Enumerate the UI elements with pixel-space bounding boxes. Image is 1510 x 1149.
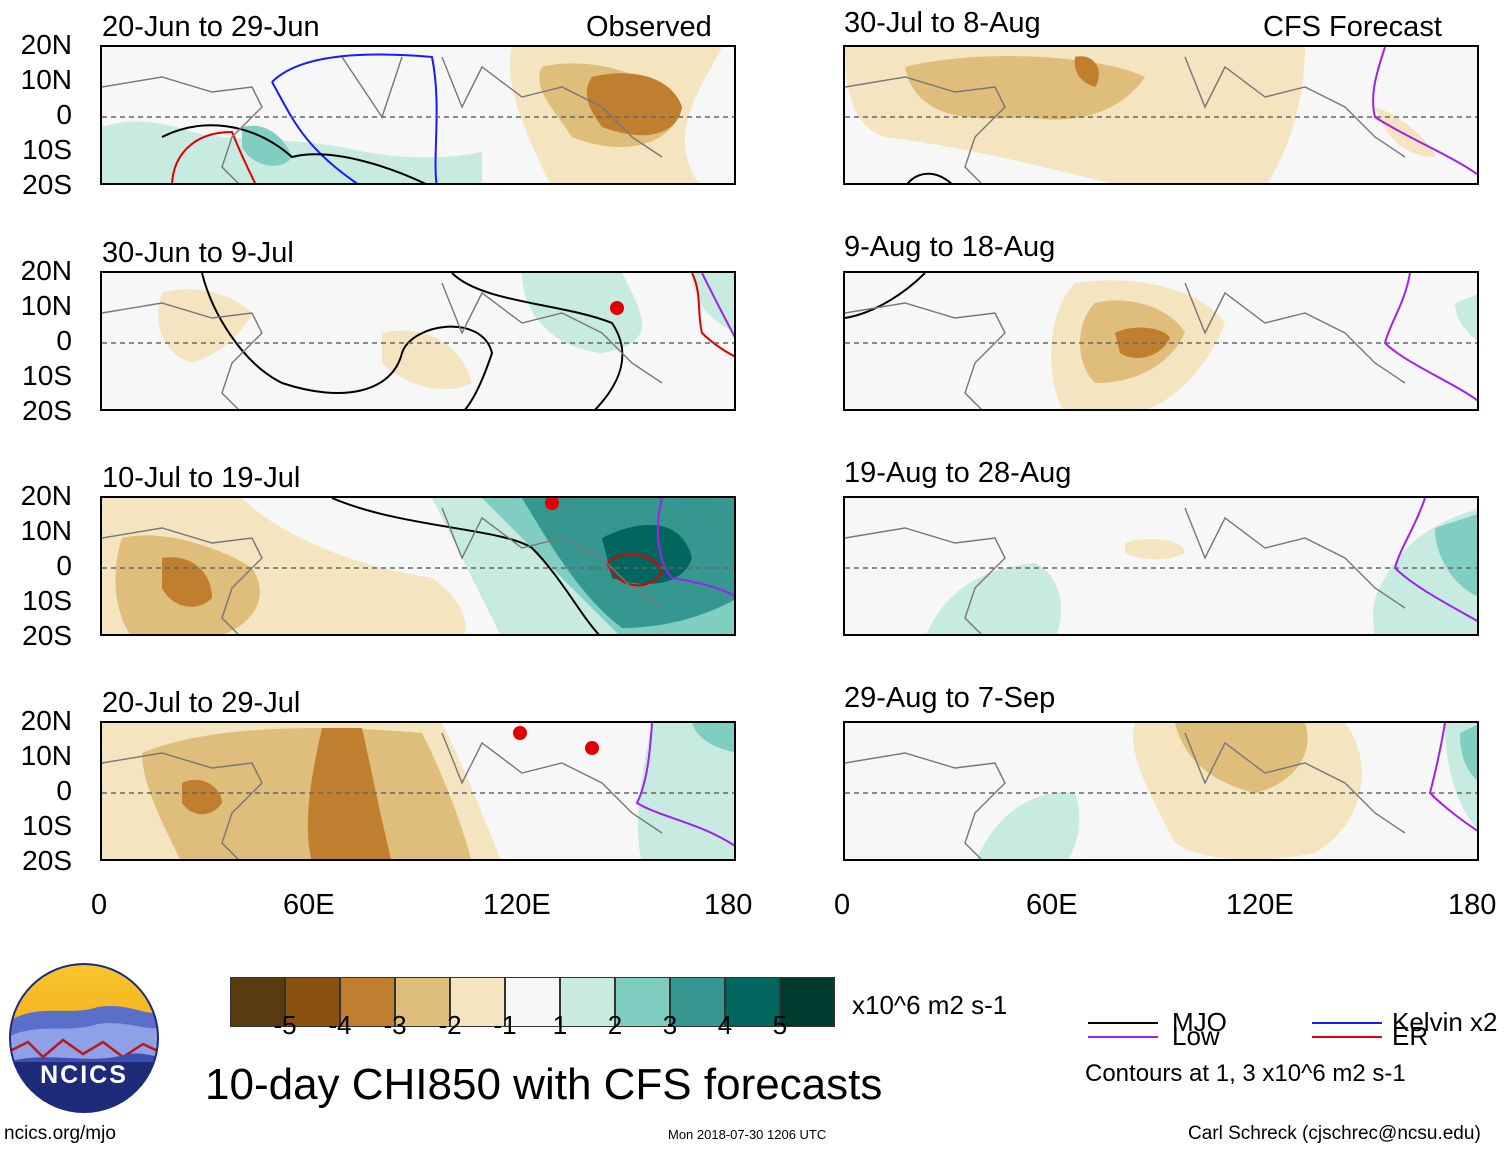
lat-label: 20N [20,705,72,736]
map-panel-5 [843,45,1479,185]
map-panel-3 [100,496,736,636]
colorbar-swatch [285,977,340,1027]
legend-line-mjo [1088,1022,1158,1024]
colorbar-label: 4 [717,1010,733,1040]
legend-label-kelvin: Kelvin x2 [1392,1007,1498,1037]
main-title: 10-day CHI850 with CFS forecasts [205,1060,883,1109]
lat-label: 10N [20,515,72,546]
lat-label: 20N [20,29,72,60]
lat-label: 20S [22,169,72,200]
map-panel-1 [100,45,736,185]
map-panel-2 [100,271,736,411]
lat-label: 20N [20,480,72,511]
lat-label: 0 [56,550,72,581]
forecast-label: CFS Forecast [1263,11,1442,43]
colorbar-label: 1 [552,1010,568,1040]
map-panel-7 [843,496,1479,636]
map-panel-8 [843,721,1479,861]
contours-note: Contours at 1, 3 x10^6 m2 s-1 [1085,1060,1406,1087]
lat-label: 10N [20,64,72,95]
colorbar-swatch [780,977,835,1027]
colorbar-label: -2 [438,1010,462,1040]
lat-label: 10S [22,810,72,841]
lon-label: 60E [283,889,335,921]
legend-label-er: ER [1392,1021,1429,1051]
map-panel-6 [843,271,1479,411]
colorbar-swatch [670,977,725,1027]
lon-label: 0 [91,889,108,921]
lat-label: 10S [22,360,72,391]
lon-label: 0 [834,889,851,921]
colorbar-swatch [230,977,285,1027]
colorbar-label: -5 [273,1010,297,1040]
colorbar-swatch [450,977,505,1027]
colorbar-label: -1 [493,1010,517,1040]
colorbar-swatch [560,977,615,1027]
anomaly-map [102,273,734,409]
panel-title: 9-Aug to 18-Aug [844,231,1056,263]
colorbar-swatch [505,977,560,1027]
footer-timestamp: Mon 2018-07-30 1206 UTC [668,1127,827,1142]
colorbar-label: 5 [772,1010,788,1040]
anomaly-map [845,498,1477,634]
colorbar-label: -3 [383,1010,407,1040]
legend-line-er [1312,1036,1382,1038]
colorbar-label: 3 [662,1010,678,1040]
colorbar-units: x10^6 m2 s-1 [852,990,1008,1020]
colorbar-swatch [615,977,670,1027]
lon-label: 120E [1226,889,1294,921]
panel-title: 10-Jul to 19-Jul [102,462,301,494]
panel-title: 29-Aug to 7-Sep [844,682,1056,714]
colorbar-swatch [725,977,780,1027]
logo-text: NCICS [40,1061,128,1089]
colorbar-swatch [395,977,450,1027]
colorbar-swatch [340,977,395,1027]
lon-label: 120E [483,889,551,921]
colorbar [230,977,835,1027]
lat-label: 10N [20,290,72,321]
anomaly-map [845,723,1477,859]
anomaly-map [102,498,734,634]
panel-title: 30-Jul to 8-Aug [844,7,1041,39]
ncics-logo: NCICS [8,962,160,1114]
lat-label: 20N [20,255,72,286]
panel-title: 19-Aug to 28-Aug [844,457,1072,489]
map-panel-4 [100,721,736,861]
lat-label: 0 [56,775,72,806]
lat-label: 0 [56,99,72,130]
lat-label: 0 [56,325,72,356]
legend-line-low [1088,1036,1158,1038]
panel-title: 20-Jun to 29-Jun [102,11,320,43]
footer-url[interactable]: ncics.org/mjo [4,1123,116,1144]
legend-label-mjo: MJO [1172,1007,1227,1037]
lat-label: 20S [22,620,72,651]
panel-title: 30-Jun to 9-Jul [102,237,294,269]
lat-label: 20S [22,845,72,876]
legend-label-low: Low [1172,1021,1220,1051]
colorbar-label: -4 [328,1010,352,1040]
colorbar-label: 2 [607,1010,623,1040]
lon-label: 180 [1448,889,1497,921]
anomaly-map [102,47,734,183]
anomaly-map [845,273,1477,409]
footer-author: Carl Schreck (cjschrec@ncsu.edu) [1188,1123,1481,1144]
lon-label: 60E [1026,889,1078,921]
observed-label: Observed [586,11,712,43]
lat-label: 10S [22,134,72,165]
lon-label: 180 [704,889,753,921]
legend-line-kelvin [1312,1022,1382,1024]
anomaly-map [102,723,734,859]
lat-label: 20S [22,395,72,426]
anomaly-map [845,47,1477,183]
lat-label: 10S [22,585,72,616]
lat-label: 10N [20,740,72,771]
panel-title: 20-Jul to 29-Jul [102,687,301,719]
